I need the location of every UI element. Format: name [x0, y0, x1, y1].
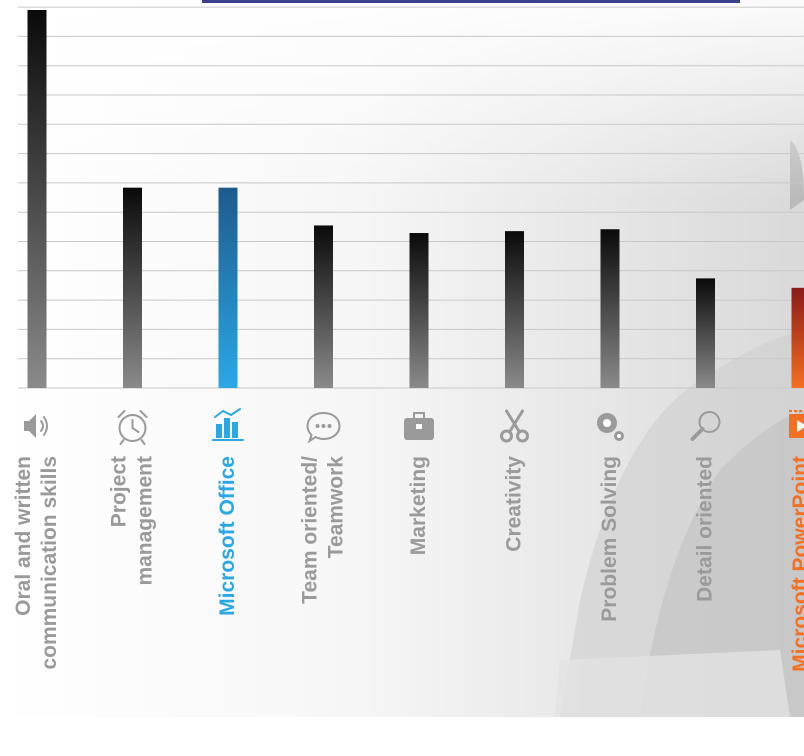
bar: [410, 233, 429, 388]
category-label: Team oriented/Teamwork: [289, 456, 359, 756]
category-label-line: Oral and written: [11, 456, 37, 616]
category-label-line: Microsoft PowerPoint: [788, 456, 804, 672]
alarm-clock-icon: [119, 411, 147, 444]
bar: [123, 188, 142, 388]
category-label-line: Teamwork: [324, 456, 350, 558]
category-label: Microsoft Office: [193, 456, 263, 756]
bar: [314, 225, 333, 388]
powerpoint-icon: [789, 411, 804, 438]
scissors-icon: [502, 411, 528, 441]
category-label-line: communication skills: [37, 456, 63, 670]
bar: [601, 229, 620, 388]
category-label-line: Project: [107, 456, 133, 527]
gears-icon: [597, 413, 624, 441]
category-label-line: Microsoft Office: [215, 456, 241, 616]
bar-chart-icon: [213, 409, 243, 440]
category-label: Detail oriented: [671, 456, 741, 756]
category-label-line: Creativity: [502, 456, 528, 552]
briefcase-icon: [404, 413, 434, 440]
category-label-line: management: [133, 456, 159, 586]
magnifier-icon: [693, 412, 720, 439]
category-label: Creativity: [480, 456, 550, 756]
category-label: Microsoft PowerPoint: [766, 456, 804, 756]
category-label-line: Detail oriented: [693, 456, 719, 602]
speaker-icon: [24, 414, 47, 438]
bar: [28, 10, 47, 388]
category-label-line: Marketing: [406, 456, 432, 555]
category-label-line: Problem Solving: [597, 456, 623, 622]
bar: [505, 231, 524, 388]
bar: [219, 188, 238, 388]
bar: [792, 288, 804, 388]
bar: [696, 278, 715, 388]
category-label-line: Team oriented/: [298, 456, 324, 604]
category-label: Problem Solving: [575, 456, 645, 756]
category-label: Marketing: [384, 456, 454, 756]
chat-bubble-icon: [308, 413, 340, 441]
